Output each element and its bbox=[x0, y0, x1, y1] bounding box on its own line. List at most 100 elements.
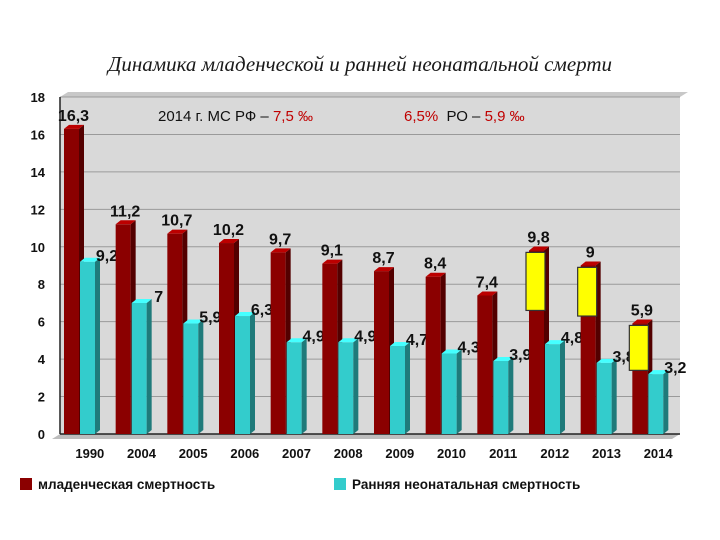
neonatal-bar-front bbox=[390, 346, 405, 434]
data-label: 11,2 bbox=[110, 203, 140, 220]
y-tick-label: 2 bbox=[38, 390, 45, 405]
neonatal-bar-top bbox=[131, 298, 152, 303]
infant-bar-front bbox=[374, 271, 389, 434]
infant-bar-front bbox=[425, 276, 441, 434]
neonatal-bar-side bbox=[663, 370, 669, 434]
neonatal-bar-front bbox=[80, 261, 95, 434]
infant-bar-top bbox=[632, 319, 653, 324]
neonatal-bar-top bbox=[390, 342, 410, 347]
neonatal-bar-top bbox=[286, 338, 307, 343]
legend-label-infant: младенческая смертность bbox=[38, 477, 215, 492]
y-tick-label: 8 bbox=[38, 277, 45, 292]
y-tick-label: 6 bbox=[38, 315, 45, 330]
annotation-rf: 2014 г. МС РФ – 7,5 ‰ bbox=[158, 108, 313, 125]
infant-bar-top bbox=[529, 246, 549, 251]
plot-floor bbox=[52, 434, 680, 439]
x-tick-label: 2010 bbox=[437, 446, 466, 461]
infant-bar-top bbox=[167, 229, 188, 234]
annotation-rf-label: 2014 г. МС РФ – bbox=[158, 108, 273, 125]
annotation-ro-value: 5,9 ‰ bbox=[484, 108, 525, 125]
highlight-box bbox=[525, 251, 546, 312]
data-label: 3,9 bbox=[509, 347, 531, 364]
neonatal-bar-side bbox=[508, 356, 514, 434]
neonatal-bar-side bbox=[198, 319, 204, 434]
data-label: 7,4 bbox=[476, 274, 498, 291]
data-label: 16,3 bbox=[58, 108, 89, 125]
x-tick-label: 2008 bbox=[334, 446, 363, 461]
neonatal-bar-front bbox=[235, 316, 250, 434]
highlight-box bbox=[628, 324, 649, 371]
legend-label-neonatal: Ранняя неонатальная смертность bbox=[352, 477, 580, 492]
plot-area bbox=[60, 97, 680, 434]
infant-bar-front bbox=[270, 252, 286, 434]
neonatal-bar-side bbox=[353, 338, 359, 434]
neonatal-bar-top bbox=[235, 312, 255, 317]
data-label: 9,1 bbox=[321, 243, 343, 260]
neonatal-bar-front bbox=[441, 353, 457, 434]
neonatal-bar bbox=[493, 356, 514, 434]
infant-bar-front bbox=[477, 295, 493, 434]
x-tick-label: 2014 bbox=[644, 446, 674, 461]
annotation-ro-label: РО – bbox=[446, 108, 485, 125]
neonatal-bar-front bbox=[493, 360, 509, 434]
neonatal-bar-front bbox=[338, 342, 354, 434]
y-tick-label: 18 bbox=[31, 90, 45, 105]
x-tick-label: 2006 bbox=[230, 446, 259, 461]
x-tick-label: 2012 bbox=[540, 446, 569, 461]
neonatal-bar-front bbox=[286, 342, 302, 434]
neonatal-bar-top bbox=[493, 356, 514, 361]
infant-bar-top bbox=[477, 291, 498, 296]
data-label: 9,8 bbox=[527, 230, 549, 247]
data-label: 9 bbox=[586, 245, 595, 262]
data-label: 9,2 bbox=[96, 248, 118, 265]
x-tick-label: 2005 bbox=[179, 446, 208, 461]
data-label: 4,9 bbox=[354, 328, 376, 345]
y-tick-label: 0 bbox=[38, 427, 45, 442]
neonatal-bar-side bbox=[405, 342, 410, 434]
data-label: 4,3 bbox=[458, 339, 480, 356]
neonatal-bar-top bbox=[648, 370, 669, 375]
infant-bar-top bbox=[270, 248, 291, 253]
infant-bar-top bbox=[374, 267, 394, 272]
neonatal-bar-side bbox=[250, 312, 255, 434]
legend-swatch-neonatal bbox=[334, 478, 346, 490]
neonatal-bar bbox=[545, 340, 565, 434]
infant-bar-front bbox=[167, 233, 183, 434]
data-label: 4,8 bbox=[561, 330, 583, 347]
data-label: 4,7 bbox=[406, 332, 428, 349]
neonatal-bar bbox=[183, 319, 204, 434]
x-tick-label: 2004 bbox=[127, 446, 157, 461]
neonatal-bar bbox=[131, 298, 152, 434]
x-tick-label: 1990 bbox=[75, 446, 104, 461]
neonatal-bar-top bbox=[338, 338, 359, 343]
neonatal-bar-top bbox=[80, 257, 100, 262]
neonatal-bar-front bbox=[131, 302, 147, 434]
neonatal-bar bbox=[80, 257, 100, 434]
data-label: 8,4 bbox=[424, 256, 446, 273]
data-label: 10,2 bbox=[213, 222, 244, 239]
chart-title: Динамика младенческой и ранней неонаталь… bbox=[107, 52, 613, 76]
legend-swatch-infant bbox=[20, 478, 32, 490]
infant-bar-top bbox=[64, 124, 84, 129]
y-tick-label: 4 bbox=[38, 352, 46, 367]
y-tick-label: 12 bbox=[31, 202, 45, 217]
neonatal-bar-top bbox=[183, 319, 204, 324]
x-tick-label: 2013 bbox=[592, 446, 621, 461]
neonatal-bar-side bbox=[456, 349, 462, 434]
annotation-ro: 6,5% РО – 5,9 ‰ bbox=[404, 108, 525, 125]
annotation-rf-value: 7,5 ‰ bbox=[272, 108, 313, 125]
neonatal-bar-front bbox=[545, 344, 560, 434]
data-label: 7 bbox=[154, 289, 163, 306]
neonatal-bar-top bbox=[441, 349, 462, 354]
neonatal-bar-side bbox=[611, 358, 617, 434]
x-tick-label: 2011 bbox=[489, 446, 517, 461]
data-label: 10,7 bbox=[161, 213, 192, 230]
infant-bar-top bbox=[219, 239, 239, 244]
infant-bar-top bbox=[115, 220, 136, 225]
infant-bar-top bbox=[580, 261, 601, 266]
infant-bar-top bbox=[322, 259, 343, 264]
data-label: 5,9 bbox=[631, 303, 653, 320]
annotation-percent: 6,5% bbox=[404, 108, 439, 125]
data-label: 8,7 bbox=[372, 250, 394, 267]
